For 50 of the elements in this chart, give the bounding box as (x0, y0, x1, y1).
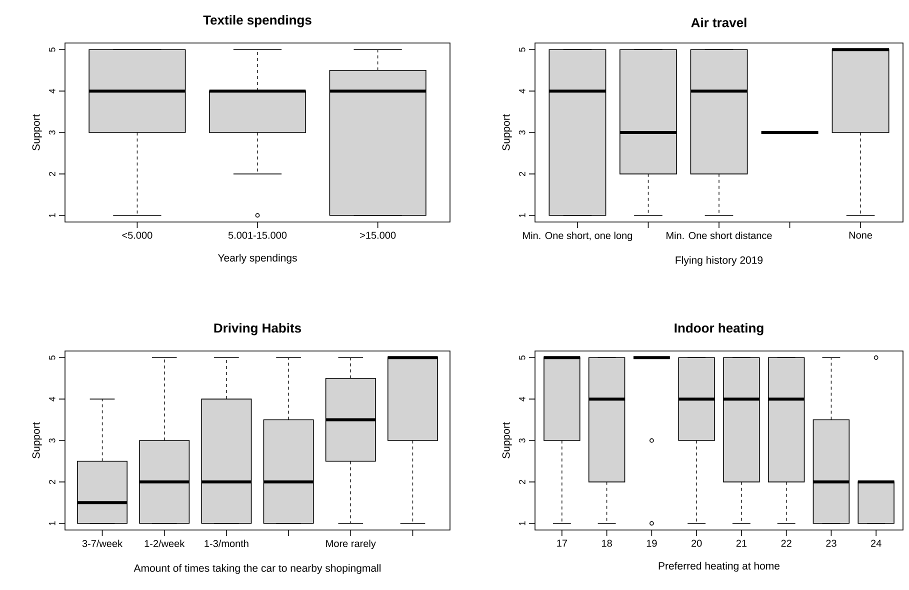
x-tick-label: <5.000 (122, 232, 152, 239)
x-axis-title: Preferred heating at home (658, 562, 780, 572)
y-tick-label: 1 (49, 213, 56, 218)
y-tick-label: 3 (48, 130, 56, 135)
y-tick-label: 4 (49, 88, 56, 94)
x-tick-label: None (849, 232, 872, 239)
y-tick-label: 5 (518, 356, 526, 360)
x-tick-label: Min. One short, one long (523, 232, 632, 242)
y-tick-label: 1 (519, 213, 526, 218)
x-tick-label: 1-3/month (204, 540, 248, 548)
y-tick-label: 4 (519, 396, 526, 402)
y-tick-label: 2 (48, 480, 56, 484)
x-tick-label: 20 (692, 540, 702, 547)
y-tick-label: 4 (519, 88, 526, 94)
x-tick-label: More rarely (326, 540, 376, 550)
x-tick-label: Min. One short distance (666, 232, 772, 240)
y-tick-label: 1 (519, 521, 526, 526)
y-tick-label: 3 (518, 130, 526, 135)
x-axis-title: Amount of times taking the car to nearby shopingmall (134, 564, 380, 574)
y-axis-title: Support (32, 114, 42, 150)
y-axis-title: Support (32, 422, 42, 458)
y-tick-label: 5 (48, 356, 56, 360)
x-tick-label: 5.001-15.000 (228, 232, 287, 239)
x-axis-title: Flying history 2019 (676, 256, 763, 266)
chart-title: Driving Habits (214, 323, 302, 336)
x-tick-label: 18 (602, 540, 612, 547)
x-tick-label: 1-2/week (144, 540, 185, 548)
y-tick-label: 5 (518, 48, 526, 52)
x-tick-label: 23 (826, 540, 836, 547)
x-tick-label: 3-7/week (82, 540, 123, 548)
x-tick-label: 17 (557, 540, 567, 547)
y-tick-label: 5 (48, 48, 56, 52)
y-tick-label: 2 (518, 172, 526, 176)
y-tick-label: 3 (48, 438, 56, 443)
x-tick-label: 21 (736, 540, 747, 547)
y-axis-title: Support (502, 422, 512, 458)
chart-title: Air travel (691, 18, 746, 28)
y-tick-label: 2 (48, 172, 56, 176)
x-tick-label: >15.000 (360, 232, 396, 239)
y-axis-title: Support (502, 114, 512, 150)
y-tick-label: 4 (49, 396, 56, 402)
x-axis-title: Yearly spendings (218, 254, 297, 264)
y-tick-label: 3 (518, 438, 526, 443)
y-tick-label: 1 (49, 521, 56, 526)
chart-title: Textile spendings (203, 15, 312, 28)
x-tick-label: 22 (781, 540, 792, 547)
y-tick-label: 2 (518, 480, 526, 484)
chart-title: Indoor heating (674, 323, 764, 336)
x-tick-label: 19 (646, 540, 657, 547)
x-tick-label: 24 (871, 540, 882, 547)
